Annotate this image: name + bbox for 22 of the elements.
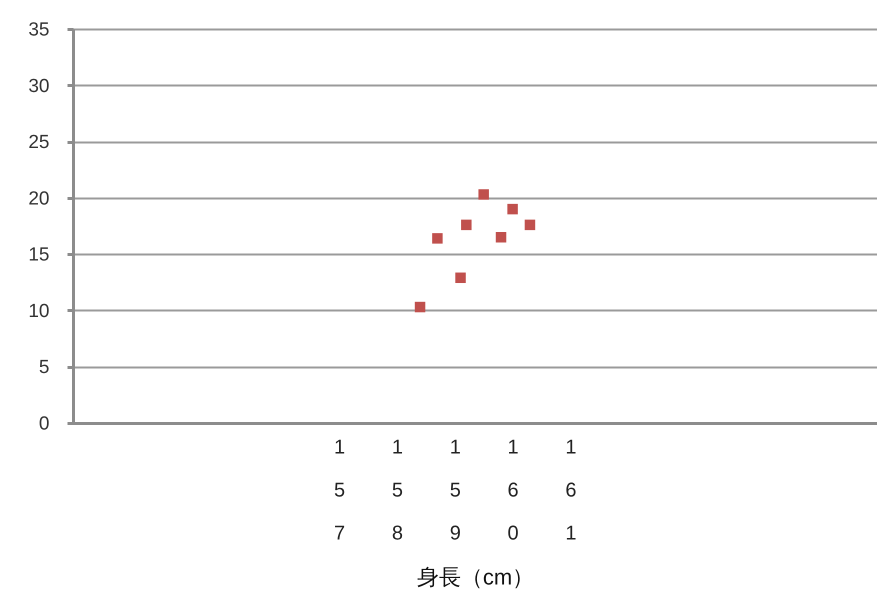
- x-tick-label: 1 5 8: [392, 436, 403, 544]
- y-tick-label: 0: [38, 414, 50, 434]
- point: [432, 233, 443, 244]
- point: [455, 272, 466, 284]
- y-tick-label: 5: [38, 357, 50, 378]
- x-tick-label: 1 6 1: [565, 436, 576, 544]
- y-tick-label: 25: [28, 132, 50, 154]
- y-tick-label: 35: [28, 20, 50, 40]
- y-tick-label: 20: [28, 188, 50, 210]
- point: [461, 220, 472, 230]
- x-tick-label: 1 5 9: [450, 436, 461, 544]
- point: [496, 232, 506, 242]
- x-tick-label: 1 6 0: [508, 436, 519, 544]
- y-tick-label: 15: [28, 244, 50, 266]
- point: [507, 204, 518, 214]
- y-tick-label: 10: [28, 300, 50, 322]
- x-axis-title: 身長（cm）: [416, 564, 534, 590]
- point: [478, 189, 489, 200]
- point: [524, 220, 536, 230]
- point: [414, 302, 426, 312]
- y-tick-label: 30: [28, 76, 50, 97]
- x-tick-label: 1 5 7: [334, 436, 346, 544]
